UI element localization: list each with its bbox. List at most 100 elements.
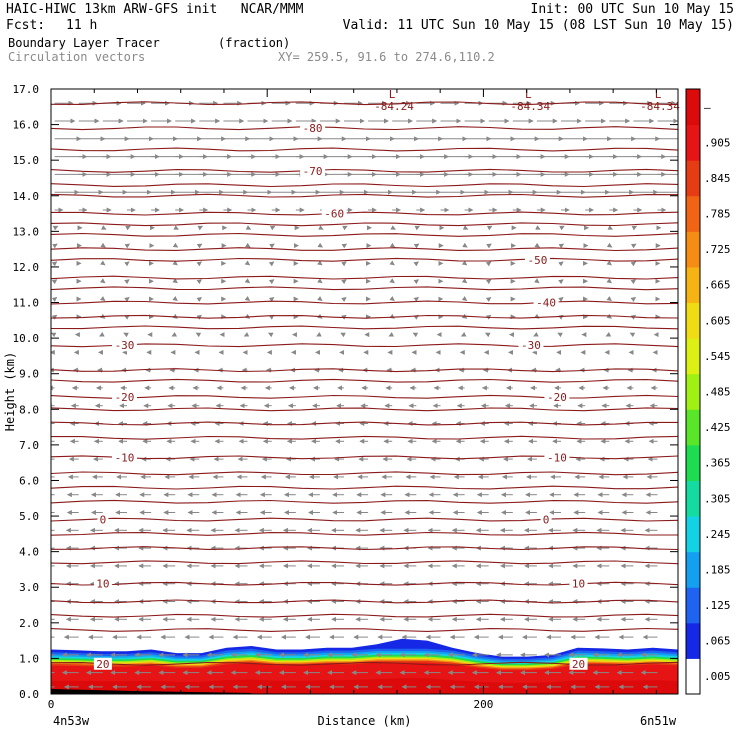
circulation-vector <box>535 225 541 230</box>
isotherm-line <box>50 147 679 152</box>
circulation-vector <box>99 296 106 301</box>
circulation-vector <box>460 332 467 337</box>
circulation-vector <box>462 225 469 230</box>
y-tick-label: 4.0 <box>19 546 39 559</box>
isotherm-line <box>50 101 679 106</box>
isotherm-line <box>50 613 679 618</box>
isotherm-line <box>50 407 679 412</box>
circulation-vector <box>413 279 419 285</box>
isotherm-line <box>50 546 679 551</box>
circulation-vector <box>317 242 324 248</box>
colorbar-swatch <box>686 622 700 659</box>
circulation-vector <box>245 225 252 230</box>
circulation-vector <box>268 261 275 267</box>
circulation-vector <box>606 296 612 301</box>
colorbar-swatch <box>686 516 700 553</box>
circulation-vector <box>341 314 347 320</box>
circulation-vector <box>99 332 105 337</box>
isotherm-line <box>50 193 679 198</box>
colorbar-label: .425 <box>704 421 731 434</box>
circulation-vector <box>316 332 322 337</box>
circulation-vector <box>629 332 636 338</box>
isotherm-line <box>50 222 679 227</box>
xy-coordinates: XY= 259.5, 91.6 to 274.6,110.2 <box>278 50 495 64</box>
colorbar-swatch <box>686 195 700 232</box>
isotherm-line <box>50 394 679 399</box>
plot-title: HAIC-HIWC 13km ARW-GFS init NCAR/MMM <box>6 2 304 17</box>
circulation-vector <box>485 314 492 320</box>
colorbar-label: .485 <box>704 386 731 399</box>
isotherm-label: 20 <box>96 658 109 671</box>
isotherm-label: -80 <box>303 122 323 135</box>
field-name: Boundary Layer Tracer <box>8 36 160 50</box>
isotherm-line <box>50 275 679 280</box>
isotherm-label-bg <box>544 390 570 403</box>
circulation-vector <box>606 278 612 284</box>
circulation-vector <box>630 297 637 302</box>
colorbar-label: .185 <box>704 563 731 576</box>
circulation-vector <box>195 332 202 338</box>
isotherm-line <box>50 325 679 330</box>
isotherm-label: 20 <box>572 658 585 671</box>
circulation-vector <box>267 332 274 338</box>
circulation-vector <box>51 279 58 285</box>
colorbar-label: .125 <box>704 599 731 612</box>
y-tick-label: 17.0 <box>13 83 40 96</box>
y-tick-label: 8.0 <box>19 403 39 416</box>
circulation-vector <box>269 243 275 249</box>
circulation-vector <box>245 242 251 248</box>
low-marker-letter: L <box>389 88 396 101</box>
circulation-vector <box>559 225 565 231</box>
colorbar-swatch <box>686 160 700 197</box>
circulation-vector <box>557 332 563 338</box>
circulation-vector <box>461 296 468 301</box>
isotherm-line <box>50 257 679 262</box>
isotherm-label-bg <box>321 207 347 220</box>
circulation-vector <box>196 243 203 249</box>
circulation-vector <box>413 297 419 302</box>
circulation-vector <box>124 261 130 267</box>
circulation-vector <box>196 261 202 267</box>
circulation-vector <box>341 261 347 267</box>
circulation-vector <box>51 332 57 338</box>
colorbar-label: .905 <box>704 136 731 149</box>
isotherm-label: -10 <box>115 451 135 464</box>
isotherm-label-bg <box>569 577 588 590</box>
isotherm-line <box>50 343 679 348</box>
low-marker-letter: L <box>655 88 662 101</box>
circulation-vector <box>606 242 613 248</box>
isotherm-line <box>50 168 679 173</box>
circulation-vector <box>268 279 275 285</box>
isotherm-label: -50 <box>528 254 548 267</box>
isotherm-label-bg <box>97 513 109 526</box>
circulation-vector <box>485 261 492 267</box>
isotherm-label: 0 <box>100 514 107 527</box>
isotherm-label-bg <box>112 390 138 403</box>
circulation-vector <box>173 225 179 230</box>
y-tick-label: 11.0 <box>13 297 40 310</box>
isotherm-contours: -80 -70 -60 -50 -40 -30 -30 -20 -20 -10 -10 0 0 10 10 2… <box>50 88 680 671</box>
isotherm-line <box>50 599 679 604</box>
colorbar-label: – <box>704 101 711 114</box>
circulation-vector <box>172 260 178 266</box>
isotherm-label: 10 <box>96 578 109 591</box>
y-tick-label: 7.0 <box>19 439 39 452</box>
circulation-vector <box>341 243 348 249</box>
circulation-vector <box>389 278 395 284</box>
y-tick-label: 6.0 <box>19 474 39 487</box>
valid-time: Valid: 11 UTC Sun 10 May 15 (08 LST Sun … <box>342 18 734 33</box>
isotherm-line <box>50 286 679 291</box>
circulation-vector <box>51 297 58 302</box>
circulation-vector <box>389 296 395 301</box>
terrain <box>51 689 251 694</box>
circulation-vector <box>485 279 492 285</box>
colorbar: .005 .065 .125 .185 .245 .305 .365 .425 .485 .545… <box>685 88 731 695</box>
circulation-vector <box>268 297 275 302</box>
init-time: Init: 00 UTC Sun 10 May 15 <box>530 2 735 17</box>
circulation-vector <box>342 225 348 231</box>
circulation-vector <box>606 260 612 266</box>
circulation-vector <box>269 225 276 231</box>
isotherm-label-bg <box>533 296 559 309</box>
y-tick-label: 14.0 <box>13 190 40 203</box>
circulation-vector <box>388 332 395 337</box>
